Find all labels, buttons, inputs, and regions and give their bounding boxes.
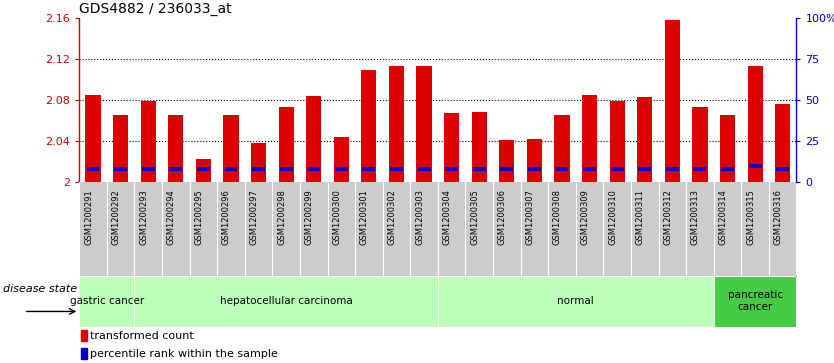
Bar — [114, 167, 127, 171]
Bar — [418, 167, 430, 171]
Bar — [720, 115, 735, 182]
Bar — [714, 276, 796, 327]
Bar — [775, 104, 791, 182]
Bar — [224, 115, 239, 182]
Bar — [776, 167, 789, 171]
Text: GSM1200316: GSM1200316 — [774, 189, 782, 245]
Bar — [334, 136, 349, 182]
Bar — [747, 66, 762, 182]
Bar — [472, 112, 487, 182]
Text: GSM1200311: GSM1200311 — [636, 189, 645, 245]
Text: GSM1200292: GSM1200292 — [112, 189, 121, 245]
Bar — [416, 66, 432, 182]
Text: GSM1200304: GSM1200304 — [443, 189, 452, 245]
Bar — [583, 167, 596, 171]
Text: GSM1200297: GSM1200297 — [249, 189, 259, 245]
Text: GSM1200309: GSM1200309 — [580, 189, 590, 245]
Bar — [361, 70, 376, 182]
Bar — [334, 167, 348, 171]
Bar — [610, 101, 625, 182]
Bar — [582, 95, 597, 182]
Text: GSM1200294: GSM1200294 — [167, 189, 176, 245]
Text: GSM1200314: GSM1200314 — [719, 189, 727, 245]
Bar — [555, 167, 569, 171]
Bar — [665, 20, 680, 182]
Text: GSM1200298: GSM1200298 — [277, 189, 286, 245]
Bar — [168, 115, 183, 182]
Text: GSM1200295: GSM1200295 — [194, 189, 203, 245]
Bar — [693, 167, 706, 171]
Text: normal: normal — [557, 296, 594, 306]
Text: GSM1200310: GSM1200310 — [608, 189, 617, 245]
Text: GDS4882 / 236033_at: GDS4882 / 236033_at — [79, 2, 232, 16]
Bar — [721, 167, 734, 171]
Text: GSM1200291: GSM1200291 — [84, 189, 93, 245]
Bar — [637, 97, 652, 182]
Bar — [85, 95, 101, 182]
Bar — [252, 167, 265, 171]
Bar — [390, 167, 403, 171]
Text: GSM1200300: GSM1200300 — [332, 189, 341, 245]
Bar — [224, 167, 238, 171]
Bar — [438, 276, 714, 327]
Bar — [251, 143, 266, 182]
Bar — [528, 167, 541, 171]
Text: GSM1200312: GSM1200312 — [663, 189, 672, 245]
Bar — [196, 159, 211, 182]
Bar — [473, 167, 485, 171]
Bar — [307, 167, 320, 171]
Bar — [445, 167, 458, 171]
Bar — [363, 167, 375, 171]
Text: GSM1200308: GSM1200308 — [553, 189, 562, 245]
Bar — [389, 66, 404, 182]
Text: GSM1200315: GSM1200315 — [746, 189, 755, 245]
Bar — [500, 167, 513, 171]
Bar — [113, 115, 128, 182]
Bar — [527, 139, 542, 182]
Text: transformed count: transformed count — [90, 331, 193, 341]
Text: GSM1200302: GSM1200302 — [388, 189, 396, 245]
Text: GSM1200296: GSM1200296 — [222, 189, 231, 245]
Text: GSM1200305: GSM1200305 — [470, 189, 480, 245]
Bar — [197, 167, 210, 171]
Text: GSM1200306: GSM1200306 — [498, 189, 507, 245]
Bar — [141, 101, 156, 182]
Bar — [610, 167, 624, 171]
Bar — [279, 167, 293, 171]
Bar — [444, 113, 460, 182]
Text: GSM1200293: GSM1200293 — [139, 189, 148, 245]
Bar — [749, 164, 761, 168]
Bar — [555, 115, 570, 182]
Text: GSM1200301: GSM1200301 — [360, 189, 369, 245]
Bar — [134, 276, 438, 327]
Bar — [666, 167, 679, 171]
Text: disease state: disease state — [3, 284, 77, 294]
Bar — [692, 107, 707, 182]
Text: pancreatic
cancer: pancreatic cancer — [727, 290, 782, 312]
Bar — [87, 167, 99, 171]
Text: GSM1200313: GSM1200313 — [691, 189, 700, 245]
Text: percentile rank within the sample: percentile rank within the sample — [90, 349, 278, 359]
Bar — [79, 276, 134, 327]
Bar — [169, 167, 183, 171]
Text: hepatocellular carcinoma: hepatocellular carcinoma — [219, 296, 353, 306]
Bar — [306, 96, 321, 182]
Bar — [142, 167, 154, 171]
Bar — [500, 140, 515, 182]
Bar — [279, 107, 294, 182]
Bar — [638, 167, 651, 171]
Bar — [81, 348, 88, 359]
Text: GSM1200299: GSM1200299 — [304, 189, 314, 245]
Text: GSM1200307: GSM1200307 — [525, 189, 535, 245]
Text: gastric cancer: gastric cancer — [70, 296, 144, 306]
Text: GSM1200303: GSM1200303 — [415, 189, 424, 245]
Bar — [81, 330, 88, 341]
